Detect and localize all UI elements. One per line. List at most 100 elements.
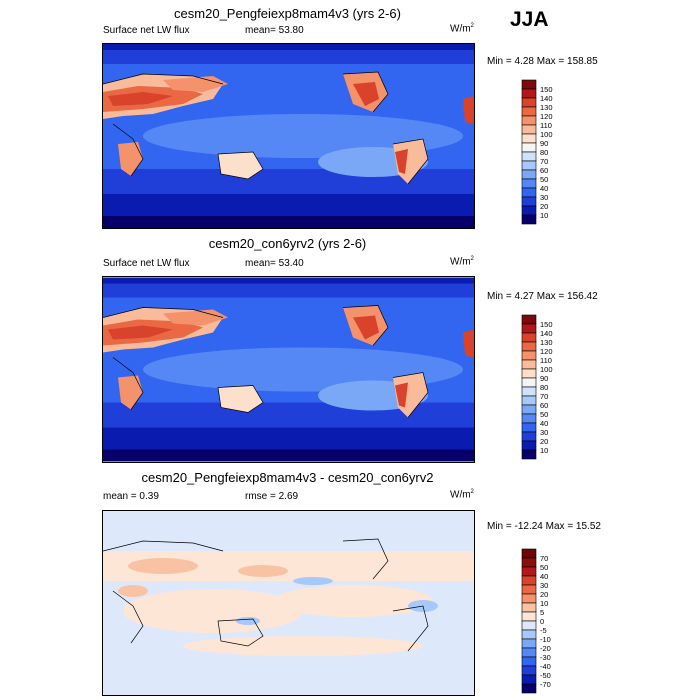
colorbar-tick-label: 10 [540,446,548,455]
colorbar-tick-label: 50 [540,175,548,184]
colorbar-box [521,359,537,370]
colorbar-box [521,629,537,640]
maritime-cool-spot [236,617,260,625]
colorbar-box [521,178,537,189]
colorbar-tick-label: 20 [540,202,548,211]
panel-3-units: W/m2 [450,489,474,501]
colorbar-box [521,674,537,685]
colorbar-tick-label: 20 [540,590,548,599]
colorbar-box [521,187,537,198]
indian-ocean-warm [123,589,303,633]
pacific-cool-spot [293,577,333,585]
andes [395,382,408,408]
antarctic-edge [103,449,474,462]
colorbar-tick-label: 30 [540,428,548,437]
panel-3-field [103,511,474,695]
panel-1-map [102,43,475,229]
southern-band [103,402,474,428]
panel-3-rmse-label: rmse = 2.69 [245,491,299,502]
colorbar-box [521,341,537,352]
panel-2-map [102,276,475,463]
east-edge-region [463,96,474,124]
colorbar-box [521,602,537,613]
colorbar-box [521,214,537,225]
colorbar-box [521,151,537,162]
colorbar-tick-label: 50 [540,563,548,572]
australia [218,385,263,413]
colorbar-tick-label: 150 [540,320,553,329]
colorbar-tick-label: 50 [540,410,548,419]
colorbar-tick-label: 140 [540,329,553,338]
colorbar-tick-label: 140 [540,94,553,103]
colorbar-box [521,79,537,90]
colorbar-tick-label: 60 [540,166,548,175]
colorbar-box [521,106,537,117]
colorbar-tick-label: 60 [540,401,548,410]
panel-1-minmax: Min = 4.28 Max = 158.85 [487,56,598,67]
colorbar-tick-label: -50 [540,671,551,680]
andes [395,149,408,174]
colorbar-box [521,584,537,595]
colorbar-box [521,386,537,397]
colorbar-tick-label: 100 [540,130,553,139]
colorbar-tick-label: -70 [540,680,551,689]
colorbar-tick-label: -5 [540,626,547,635]
australia [218,152,263,179]
colorbar-tick-label: 150 [540,85,553,94]
southern-band [103,169,474,194]
eurasia-warm-spot [128,558,198,574]
panel-2-field [103,277,474,462]
colorbar-tick-label: 90 [540,139,548,148]
panel-2-minmax: Min = 4.27 Max = 156.42 [487,291,598,302]
coastlines [103,305,429,418]
panel-2-units: W/m2 [450,256,474,268]
colorbar-tick-label: 40 [540,184,548,193]
colorbar-tick-label: 0 [540,617,544,626]
colorbar-tick-label: -20 [540,644,551,653]
colorbar-box [521,620,537,631]
panel-3-minmax: Min = -12.24 Max = 15.52 [487,521,601,532]
colorbar-box [521,205,537,216]
colorbar-tick-label: 110 [540,356,552,365]
colorbar-tick-label: 40 [540,419,548,428]
colorbar-tick-label: 80 [540,148,548,157]
panel-2-title: cesm20_con6yrv2 (yrs 2-6) [208,236,367,251]
colorbar-box [521,142,537,153]
colorbar-tick-label: 30 [540,581,548,590]
colorbar-box [521,557,537,568]
colorbar-tick-label: 80 [540,383,548,392]
panel-3-mean-label: mean = 0.39 [103,491,159,502]
colorbar-box [521,656,537,667]
east-edge-region [463,329,474,358]
season-label: JJA [510,8,549,31]
southern-warm-band [183,636,423,656]
colorbar-tick-label: 70 [540,554,548,563]
colorbar-box [521,169,537,180]
panel-1-variable-label: Surface net LW flux [103,25,190,36]
panel-1-title: cesm20_Pengfeiexp8mam4v3 (yrs 2-6) [174,6,401,21]
panel-1-field [103,44,474,228]
panel-3-map [102,510,475,696]
arctic-edge [103,277,474,284]
colorbar-box [521,115,537,126]
tropical-band [143,347,463,392]
colorbar-tick-label: 100 [540,365,553,374]
colorbar-box [521,413,537,424]
pacific-warm [273,585,433,617]
central-asia [163,76,228,92]
colorbar-box [521,566,537,577]
colorbar-tick-label: 110 [540,121,552,130]
colorbar-tick-label: -40 [540,662,551,671]
colorbar-box [521,638,537,649]
colorbar-tick-label: -30 [540,653,551,662]
colorbar-box [521,160,537,171]
colorbar-box [521,647,537,658]
colorbar-tick-label: 30 [540,193,548,202]
panel-1-mean-label: mean= 53.80 [245,25,304,36]
panel-2-variable-label: Surface net LW flux [103,258,190,269]
colorbar-tick-label: 130 [540,103,553,112]
